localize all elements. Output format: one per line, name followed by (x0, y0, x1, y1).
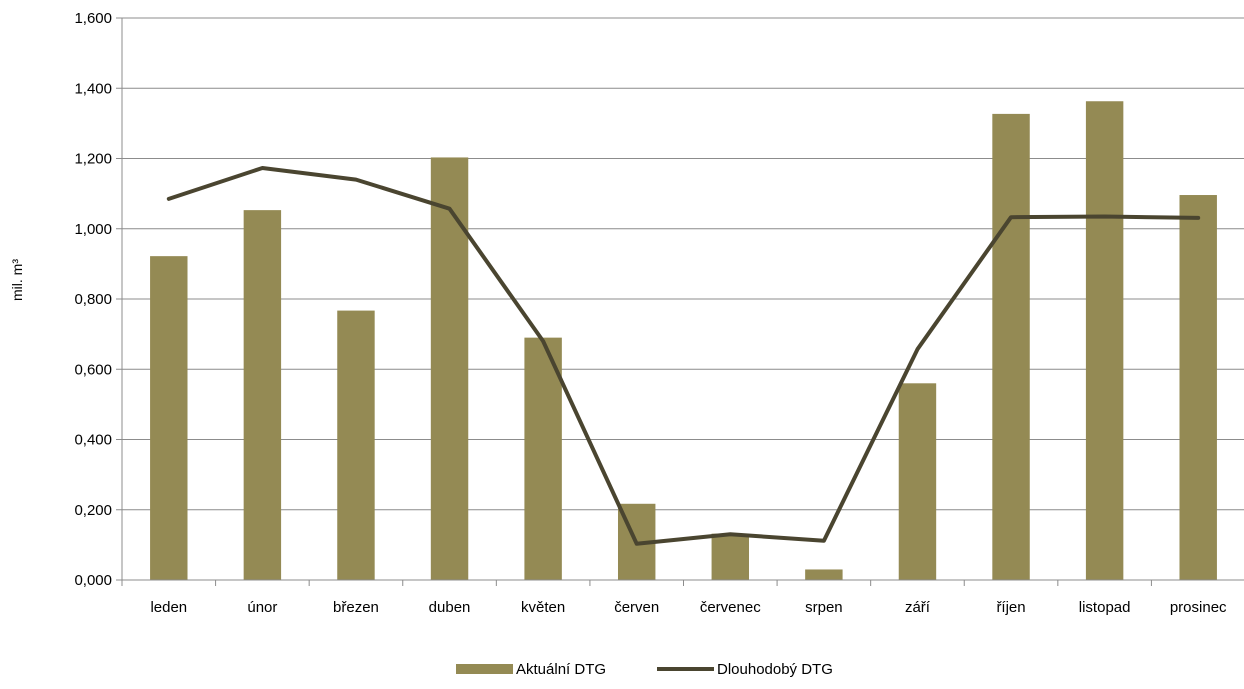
x-tick-label: únor (247, 599, 277, 616)
x-tick-label: listopad (1079, 599, 1131, 616)
y-tick-label: 0,200 (74, 502, 112, 519)
x-tick-labels: leden únor březen duben květen červen červenec… (150, 599, 1227, 616)
x-tick-label: říjen (996, 599, 1025, 616)
bar (1179, 195, 1217, 580)
y-tick-label: 1,200 (74, 151, 112, 168)
line-series (166, 166, 1201, 546)
bar (1085, 101, 1124, 580)
bar (243, 210, 282, 581)
y-axis-label: mil. m³ (9, 259, 25, 301)
x-tick-label: srpen (805, 599, 843, 616)
bar (337, 310, 375, 580)
bar (430, 157, 469, 581)
legend-label-line: Dlouhodobý DTG (717, 661, 833, 678)
y-tick-label: 1,400 (74, 80, 112, 97)
x-tick-label: prosinec (1170, 599, 1227, 616)
y-tick-label: 1,600 (74, 10, 112, 27)
x-tick-label: červenec (700, 599, 761, 616)
y-tick-label: 0,000 (74, 572, 112, 589)
gridlines (116, 17, 1244, 581)
x-tick-label: leden (150, 599, 187, 616)
y-tick-label: 0,800 (74, 291, 112, 308)
y-tick-label: 0,600 (74, 361, 112, 378)
x-tick-label: červen (614, 599, 659, 616)
x-tick-label: září (905, 599, 931, 616)
y-tick-label: 0,400 (74, 432, 112, 449)
x-tick-label: duben (429, 599, 471, 616)
bar (898, 383, 937, 580)
bar-series (150, 101, 1217, 581)
bar (524, 337, 562, 580)
x-tick-label: březen (333, 599, 379, 616)
legend-swatch-bar (456, 664, 513, 674)
legend-label-bar: Aktuální DTG (516, 661, 606, 678)
axes (121, 18, 1244, 586)
bar (711, 533, 750, 580)
bar (150, 256, 188, 580)
bar (992, 113, 1030, 581)
x-tick-label: květen (521, 599, 565, 616)
y-tick-labels: 0,000 0,200 0,400 0,600 0,800 1,000 1,200 1,400… (74, 10, 112, 589)
bar (805, 569, 843, 580)
line-dlouhodoby (166, 166, 1201, 546)
y-tick-label: 1,000 (74, 221, 112, 238)
legend: Aktuální DTG Dlouhodobý DTG (456, 661, 833, 678)
